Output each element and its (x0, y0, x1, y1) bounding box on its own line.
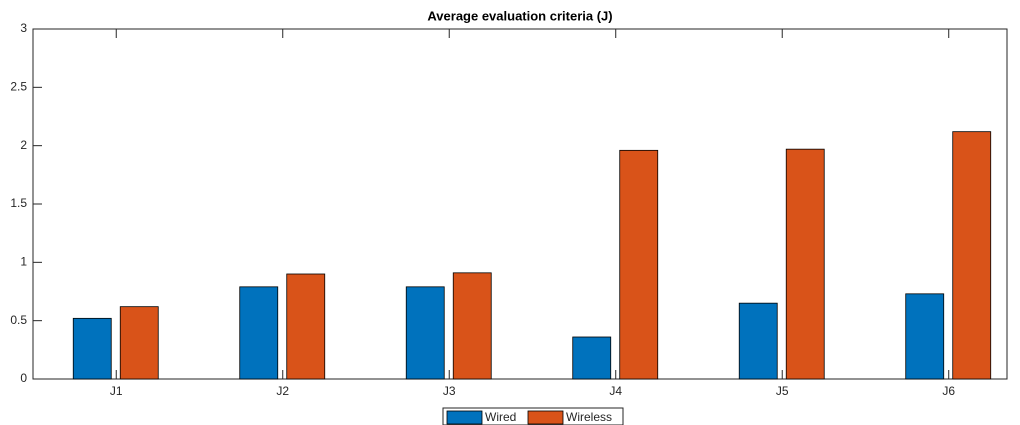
bar (905, 293, 945, 380)
legend-label: Wireless (566, 410, 612, 424)
x-tick-label: J2 (276, 384, 289, 398)
x-tick-label: J6 (942, 384, 955, 398)
bar (785, 148, 825, 380)
bar (619, 149, 659, 380)
legend-swatch (446, 410, 483, 425)
bar (572, 336, 612, 380)
x-tick-label: J3 (443, 384, 456, 398)
y-tick-label: 2.5 (10, 80, 27, 94)
x-tick-label: J5 (776, 384, 789, 398)
y-tick-label: 0.5 (10, 313, 27, 327)
bar (239, 286, 279, 380)
y-tick-label: 1 (20, 255, 27, 269)
y-tick-label: 3 (20, 21, 27, 35)
chart-title: Average evaluation criteria (J) (427, 8, 612, 23)
bar (738, 302, 778, 380)
bar (286, 273, 326, 380)
bar (119, 306, 159, 380)
bar (952, 131, 992, 380)
legend-label: Wired (485, 410, 516, 424)
bar (72, 317, 112, 380)
bar (452, 272, 492, 380)
y-tick-label: 1.5 (10, 196, 27, 210)
x-tick-label: J4 (609, 384, 622, 398)
bar (405, 286, 445, 380)
legend-swatch (527, 410, 564, 425)
y-tick-label: 0 (20, 371, 27, 385)
x-tick-label: J1 (110, 384, 123, 398)
plot-area (32, 28, 1008, 380)
y-tick-label: 2 (20, 138, 27, 152)
